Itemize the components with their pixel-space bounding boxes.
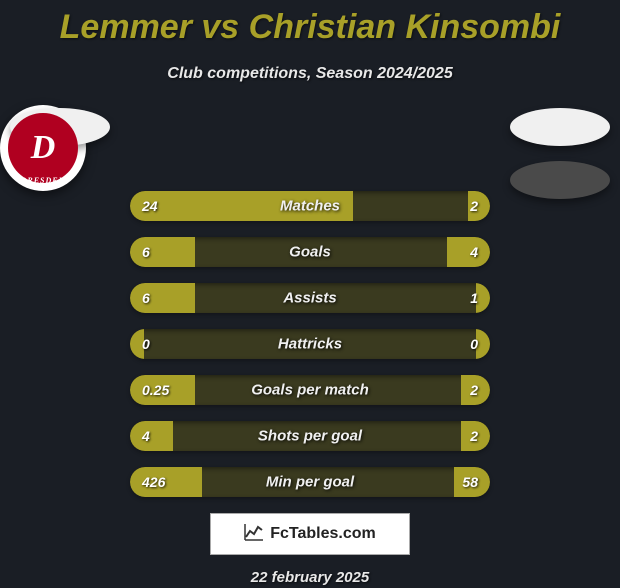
stat-label: Shots per goal bbox=[258, 428, 362, 445]
stats-bars: 242Matches64Goals61Assists00Hattricks0.2… bbox=[130, 191, 490, 497]
stat-label: Assists bbox=[283, 290, 336, 307]
stat-row: 6 4 Goals bbox=[130, 237, 490, 267]
chart-icon bbox=[244, 523, 264, 546]
stat-bar-left bbox=[130, 237, 195, 267]
stat-value-left: 6 bbox=[142, 290, 150, 306]
stat-value-right: 2 bbox=[470, 428, 478, 444]
stat-label: Hattricks bbox=[278, 336, 342, 353]
stat-value-left: 6 bbox=[142, 244, 150, 260]
stat-row: 426 58 Min per goal bbox=[130, 467, 490, 497]
stat-label: Goals per match bbox=[251, 382, 369, 399]
stat-label: Goals bbox=[289, 244, 331, 261]
stat-value-left: 426 bbox=[142, 474, 165, 490]
club-badge-ring-text: DRESDEN bbox=[21, 176, 66, 185]
club-badge-letter: D bbox=[31, 129, 56, 167]
stat-value-left: 0 bbox=[142, 336, 150, 352]
stat-value-right: 58 bbox=[462, 474, 478, 490]
stat-bar-left bbox=[130, 283, 195, 313]
stat-value-right: 4 bbox=[470, 244, 478, 260]
stat-value-right: 0 bbox=[470, 336, 478, 352]
stat-value-right: 1 bbox=[470, 290, 478, 306]
stat-value-left: 0.25 bbox=[142, 382, 169, 398]
comparison-content: D DRESDEN 242Matches64Goals61Assists00Ha… bbox=[0, 105, 620, 497]
date-text: 22 february 2025 bbox=[0, 569, 620, 586]
page-title: Lemmer vs Christian Kinsombi bbox=[0, 8, 620, 47]
footer-logo[interactable]: FcTables.com bbox=[210, 513, 410, 555]
footer-logo-text: FcTables.com bbox=[270, 525, 376, 543]
stat-bar-right bbox=[447, 237, 490, 267]
stat-value-left: 4 bbox=[142, 428, 150, 444]
stat-row: 4 2 Shots per goal bbox=[130, 421, 490, 451]
stat-row: 0.25 2 Goals per match bbox=[130, 375, 490, 405]
stat-row: 24 2 Matches bbox=[130, 191, 490, 221]
stat-value-right: 2 bbox=[470, 382, 478, 398]
stat-bar-left bbox=[130, 467, 202, 497]
player2-badge-2 bbox=[510, 161, 610, 199]
subtitle: Club competitions, Season 2024/2025 bbox=[0, 65, 620, 83]
player2-badge-1 bbox=[510, 108, 610, 146]
stat-value-right: 2 bbox=[470, 198, 478, 214]
stat-label: Matches bbox=[280, 198, 340, 215]
stat-row: 0 0 Hattricks bbox=[130, 329, 490, 359]
stat-label: Min per goal bbox=[266, 474, 354, 491]
stat-value-left: 24 bbox=[142, 198, 158, 214]
stat-bar-left bbox=[130, 421, 173, 451]
club-badge-inner: D DRESDEN bbox=[8, 113, 78, 183]
stat-row: 6 1 Assists bbox=[130, 283, 490, 313]
